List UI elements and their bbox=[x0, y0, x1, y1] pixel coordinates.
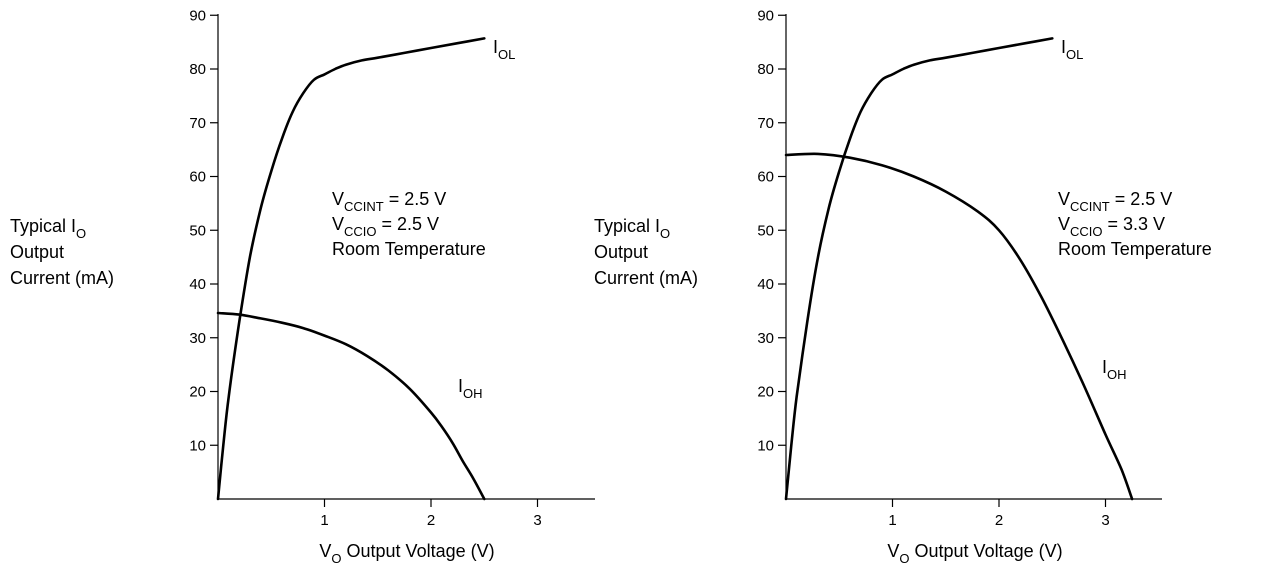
x-tick-label: 1 bbox=[320, 512, 328, 529]
y-tick-label: 10 bbox=[189, 437, 206, 454]
y-tick-label: 80 bbox=[189, 61, 206, 78]
y-tick-label: 90 bbox=[757, 7, 774, 24]
y-tick-label: 30 bbox=[189, 330, 206, 347]
x-tick-label: 3 bbox=[533, 512, 541, 529]
x-tick-label: 2 bbox=[427, 512, 435, 529]
y-axis-label-line3: Current (mA) bbox=[10, 268, 114, 288]
x-axis-label: VO Output Voltage (V) bbox=[887, 541, 1062, 566]
condition-annotation-2: VCCIO = 2.5 V bbox=[332, 214, 439, 239]
condition-annotation-1: VCCINT = 2.5 V bbox=[332, 189, 446, 214]
y-tick-label: 40 bbox=[189, 276, 206, 293]
y-tick-label: 20 bbox=[757, 384, 774, 401]
condition-annotation-2: VCCIO = 3.3 V bbox=[1058, 214, 1165, 239]
y-tick-label: 60 bbox=[757, 169, 774, 186]
condition-annotation-1: VCCINT = 2.5 V bbox=[1058, 189, 1172, 214]
y-axis-label-line2: Output bbox=[594, 242, 648, 262]
y-axis-label-line2: Output bbox=[10, 242, 64, 262]
y-tick-label: 70 bbox=[757, 115, 774, 132]
y-tick-label: 40 bbox=[757, 276, 774, 293]
x-tick-label: 2 bbox=[995, 512, 1003, 529]
y-tick-label: 50 bbox=[757, 222, 774, 239]
series-label-oh: IOH bbox=[458, 376, 483, 401]
y-tick-label: 50 bbox=[189, 222, 206, 239]
y-tick-label: 90 bbox=[189, 7, 206, 24]
chart-1: 10 20 30 40 50 60 70 80 90 1 2 3 Output Current (mA) bbox=[10, 7, 595, 529]
y-axis-label-line1: Typical IO bbox=[10, 216, 86, 241]
series-label-ol: IOL bbox=[493, 37, 515, 62]
series-line-ol bbox=[216, 37, 486, 501]
series-label-oh: IOH bbox=[1102, 357, 1127, 382]
x-axis-label: VO Output Voltage (V) bbox=[319, 541, 494, 566]
series-line-ol bbox=[784, 37, 1054, 501]
y-axis-label-line3: Current (mA) bbox=[594, 268, 698, 288]
y-tick-label: 20 bbox=[189, 384, 206, 401]
series-label-ol: IOL bbox=[1061, 37, 1083, 62]
y-tick-label: 60 bbox=[189, 169, 206, 186]
x-tick-label: 3 bbox=[1101, 512, 1109, 529]
y-tick-label: 10 bbox=[757, 437, 774, 454]
condition-annotation-3: Room Temperature bbox=[1058, 239, 1212, 259]
y-axis-label-line1: Typical IO bbox=[594, 216, 670, 241]
chart-2: 10 20 30 40 50 60 70 80 90 1 2 3 Output Current (mA) bbox=[594, 7, 1162, 529]
y-tick-label: 80 bbox=[757, 61, 774, 78]
x-tick-label: 1 bbox=[888, 512, 896, 529]
series-line-oh bbox=[784, 152, 1134, 501]
y-tick-label: 70 bbox=[189, 115, 206, 132]
y-tick-label: 30 bbox=[757, 330, 774, 347]
series-line-oh bbox=[216, 311, 486, 501]
condition-annotation-3: Room Temperature bbox=[332, 239, 486, 259]
